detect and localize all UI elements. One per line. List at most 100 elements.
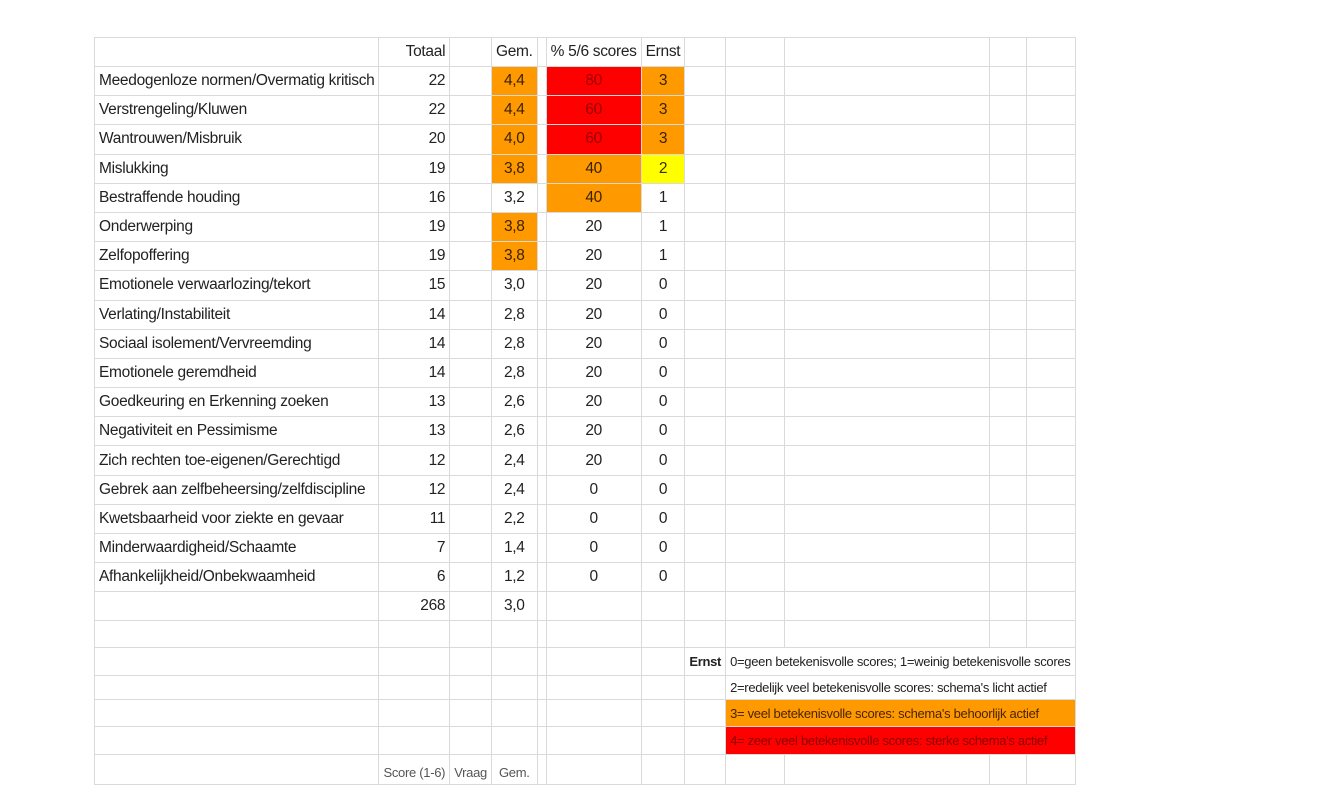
empty-cell[interactable] bbox=[783, 124, 991, 155]
empty-cell[interactable] bbox=[725, 562, 785, 593]
empty-cell[interactable] bbox=[1026, 474, 1076, 505]
pct-cell[interactable]: 20 bbox=[545, 445, 642, 476]
empty-cell[interactable] bbox=[1026, 37, 1076, 67]
pct-cell[interactable]: 0 bbox=[545, 562, 642, 593]
empty-cell[interactable] bbox=[545, 647, 642, 677]
empty-cell[interactable] bbox=[684, 182, 727, 213]
empty-cell[interactable] bbox=[449, 532, 492, 564]
empty-cell[interactable] bbox=[1026, 182, 1076, 213]
empty-cell[interactable] bbox=[490, 647, 538, 677]
header-pct-scores[interactable]: % 5/6 scores bbox=[545, 37, 642, 67]
empty-cell[interactable] bbox=[536, 241, 547, 272]
gem-cell[interactable]: 4,4 bbox=[490, 95, 538, 126]
empty-cell[interactable] bbox=[783, 328, 991, 359]
schema-label[interactable]: Mislukking bbox=[93, 153, 380, 184]
empty-cell[interactable] bbox=[378, 620, 451, 649]
empty-cell[interactable] bbox=[684, 65, 727, 97]
empty-cell[interactable] bbox=[545, 675, 642, 701]
legend-line[interactable]: 0=geen betekenisvolle scores; 1=weinig b… bbox=[725, 647, 1076, 677]
gem-cell[interactable]: 3,2 bbox=[490, 182, 538, 213]
empty-cell[interactable] bbox=[989, 532, 1028, 564]
empty-cell[interactable] bbox=[725, 503, 785, 535]
schema-label[interactable]: Gebrek aan zelfbeheersing/zelfdiscipline bbox=[93, 474, 380, 505]
legend-line[interactable]: 4= zeer veel betekenisvolle scores: ster… bbox=[725, 726, 1076, 756]
empty-cell[interactable] bbox=[536, 726, 547, 756]
empty-cell[interactable] bbox=[449, 726, 492, 756]
totaal-cell[interactable]: 15 bbox=[378, 270, 451, 301]
gem-cell[interactable]: 2,8 bbox=[490, 357, 538, 389]
empty-cell[interactable] bbox=[989, 241, 1028, 272]
empty-cell[interactable] bbox=[1026, 562, 1076, 593]
empty-cell[interactable] bbox=[490, 699, 538, 728]
gem-cell[interactable]: 2,4 bbox=[490, 445, 538, 476]
empty-cell[interactable] bbox=[684, 95, 727, 126]
empty-cell[interactable] bbox=[684, 591, 727, 622]
empty-cell[interactable] bbox=[684, 474, 727, 505]
empty-cell[interactable] bbox=[989, 387, 1028, 418]
gem-cell[interactable]: 4,4 bbox=[490, 65, 538, 97]
header-totaal[interactable]: Totaal bbox=[378, 37, 451, 67]
gem-cell[interactable]: 2,8 bbox=[490, 328, 538, 359]
empty-cell[interactable] bbox=[783, 299, 991, 330]
gem-cell[interactable]: 2,6 bbox=[490, 416, 538, 447]
empty-cell[interactable] bbox=[378, 726, 451, 756]
empty-cell[interactable] bbox=[449, 562, 492, 593]
empty-cell[interactable] bbox=[725, 416, 785, 447]
empty-cell[interactable] bbox=[93, 726, 380, 756]
empty-cell[interactable] bbox=[1026, 211, 1076, 243]
empty-cell[interactable] bbox=[989, 37, 1028, 67]
empty-cell[interactable] bbox=[640, 726, 686, 756]
empty-cell[interactable] bbox=[1026, 416, 1076, 447]
empty-cell[interactable] bbox=[725, 124, 785, 155]
empty-cell[interactable] bbox=[640, 675, 686, 701]
empty-cell[interactable] bbox=[449, 124, 492, 155]
gem-cell[interactable]: 2,6 bbox=[490, 387, 538, 418]
empty-cell[interactable] bbox=[490, 620, 538, 649]
empty-cell[interactable] bbox=[536, 182, 547, 213]
empty-cell[interactable] bbox=[536, 591, 547, 622]
pct-cell[interactable]: 80 bbox=[545, 65, 642, 97]
empty-cell[interactable] bbox=[725, 95, 785, 126]
partial-gem-header[interactable]: Gem. bbox=[490, 754, 538, 785]
empty-cell[interactable] bbox=[449, 647, 492, 677]
totaal-cell[interactable]: 19 bbox=[378, 153, 451, 184]
empty-cell[interactable] bbox=[783, 153, 991, 184]
schema-label[interactable]: Verstrengeling/Kluwen bbox=[93, 95, 380, 126]
empty-cell[interactable] bbox=[536, 387, 547, 418]
empty-cell[interactable] bbox=[93, 699, 380, 728]
pct-cell[interactable]: 20 bbox=[545, 299, 642, 330]
totaal-cell[interactable]: 14 bbox=[378, 328, 451, 359]
totaal-cell[interactable]: 13 bbox=[378, 387, 451, 418]
totaal-cell[interactable]: 12 bbox=[378, 445, 451, 476]
empty-cell[interactable] bbox=[545, 726, 642, 756]
empty-cell[interactable] bbox=[684, 241, 727, 272]
pct-cell[interactable]: 0 bbox=[545, 503, 642, 535]
empty-cell[interactable] bbox=[989, 153, 1028, 184]
totaal-cell[interactable]: 19 bbox=[378, 241, 451, 272]
empty-cell[interactable] bbox=[1026, 503, 1076, 535]
empty-cell[interactable] bbox=[725, 620, 785, 649]
ernst-cell[interactable]: 0 bbox=[640, 357, 686, 389]
empty-cell[interactable] bbox=[725, 357, 785, 389]
gem-cell[interactable]: 2,8 bbox=[490, 299, 538, 330]
empty-cell[interactable] bbox=[684, 562, 727, 593]
schema-label[interactable]: Emotionele verwaarlozing/tekort bbox=[93, 270, 380, 301]
ernst-cell[interactable]: 0 bbox=[640, 445, 686, 476]
empty-cell[interactable] bbox=[449, 182, 492, 213]
pct-cell[interactable]: 0 bbox=[545, 532, 642, 564]
empty-cell[interactable] bbox=[725, 532, 785, 564]
header-label-cell[interactable] bbox=[93, 37, 380, 67]
empty-cell[interactable] bbox=[449, 445, 492, 476]
pct-cell[interactable]: 0 bbox=[545, 474, 642, 505]
totaal-cell[interactable]: 6 bbox=[378, 562, 451, 593]
empty-cell[interactable] bbox=[783, 65, 991, 97]
totaal-cell[interactable]: 20 bbox=[378, 124, 451, 155]
pct-cell[interactable]: 20 bbox=[545, 357, 642, 389]
ernst-cell[interactable]: 0 bbox=[640, 562, 686, 593]
empty-cell[interactable] bbox=[684, 726, 727, 756]
legend-line[interactable]: 2=redelijk veel betekenisvolle scores: s… bbox=[725, 675, 1076, 701]
empty-cell[interactable] bbox=[783, 620, 991, 649]
schema-label[interactable]: Zich rechten toe-eigenen/Gerechtigd bbox=[93, 445, 380, 476]
empty-cell[interactable] bbox=[783, 562, 991, 593]
empty-cell[interactable] bbox=[783, 37, 991, 67]
